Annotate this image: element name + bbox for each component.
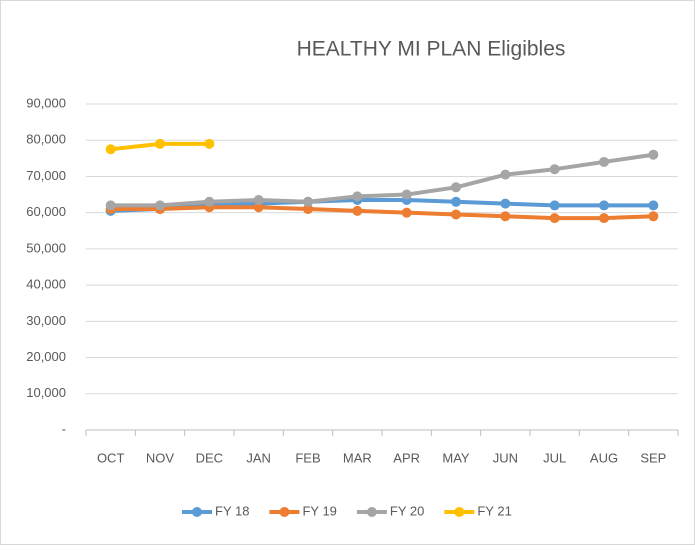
data-point [648, 211, 659, 222]
data-point [549, 200, 560, 211]
x-tick-label: FEB [295, 450, 320, 465]
y-tick-label: 70,000 [26, 168, 66, 183]
y-tick-label: - [62, 421, 66, 436]
data-point [105, 144, 116, 155]
data-point [253, 202, 264, 213]
x-tick-label: JAN [246, 450, 271, 465]
x-tick-label: OCT [97, 450, 125, 465]
legend-label: FY 19 [302, 503, 336, 518]
data-point [451, 196, 461, 207]
data-point [648, 149, 659, 160]
data-point [599, 213, 609, 224]
legend-label: FY 20 [390, 503, 424, 518]
data-point [500, 211, 511, 222]
data-point [549, 213, 560, 224]
legend-marker [454, 507, 465, 517]
legend-marker [279, 507, 290, 517]
x-tick-label: APR [393, 450, 420, 465]
data-point [500, 198, 511, 209]
y-tick-label: 60,000 [26, 204, 66, 219]
data-point [155, 200, 165, 211]
legend-label: FY 18 [215, 503, 249, 518]
y-tick-label: 90,000 [26, 95, 66, 110]
x-tick-label: MAR [343, 450, 372, 465]
legend-marker [366, 507, 377, 517]
x-tick-label: NOV [146, 450, 175, 465]
data-point [155, 138, 165, 149]
legend-marker [192, 507, 202, 517]
data-point [401, 189, 412, 200]
legend-label: FY 21 [477, 503, 511, 518]
data-point [253, 194, 264, 205]
y-tick-label: 30,000 [26, 313, 66, 328]
x-tick-label: AUG [590, 450, 618, 465]
data-point [401, 207, 412, 218]
data-point [599, 200, 609, 211]
data-point [204, 138, 215, 149]
y-tick-label: 40,000 [26, 277, 66, 292]
y-tick-label: 80,000 [26, 132, 66, 147]
data-point [599, 156, 609, 167]
data-point [500, 169, 511, 180]
series-line [108, 197, 656, 213]
x-tick-label: SEP [640, 450, 666, 465]
data-point [105, 200, 116, 211]
data-point [303, 204, 313, 215]
y-tick-label: 10,000 [26, 385, 66, 400]
data-point [204, 196, 215, 207]
y-tick-label: 20,000 [26, 349, 66, 364]
data-point [451, 182, 461, 193]
series-line [108, 205, 656, 221]
data-point [648, 200, 659, 211]
data-point [451, 209, 461, 220]
x-tick-label: MAY [442, 450, 470, 465]
series-line [108, 152, 656, 208]
data-point [352, 205, 363, 216]
x-tick-label: JUN [493, 450, 518, 465]
x-tick-label: DEC [196, 450, 223, 465]
data-point [352, 191, 363, 202]
x-tick-label: JUL [543, 450, 566, 465]
chart-title: HEALTHY MI PLAN Eligibles [297, 38, 566, 61]
y-tick-label: 50,000 [26, 240, 66, 255]
data-point [549, 164, 560, 175]
data-point [303, 196, 313, 207]
